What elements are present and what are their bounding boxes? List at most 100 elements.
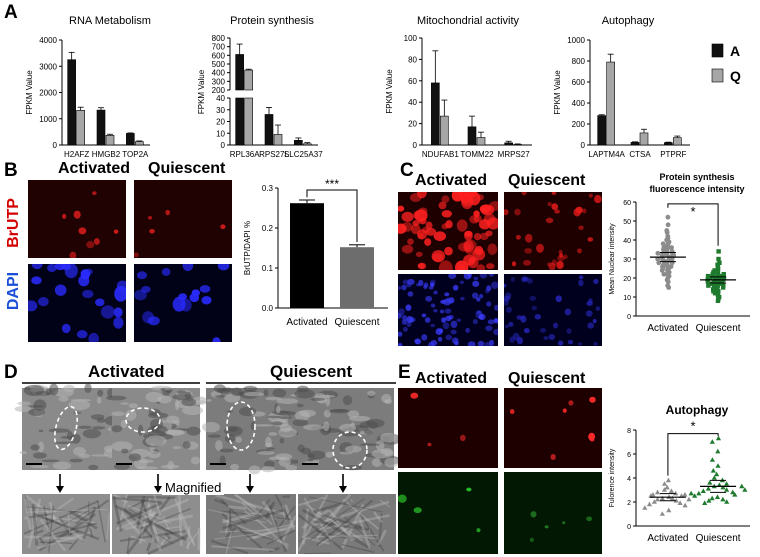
data-point [692, 493, 698, 498]
cell-signal [545, 217, 554, 224]
cell-signal [76, 330, 88, 339]
em-texture [33, 512, 100, 541]
em-texture [267, 415, 282, 419]
y-tick-label: 60 [408, 77, 417, 86]
em-texture [120, 448, 129, 454]
em-texture [39, 541, 73, 545]
em-texture [126, 537, 131, 553]
cell-signal [486, 285, 492, 292]
em-texture [201, 421, 221, 433]
x-tick-label: Quiescent [696, 533, 741, 544]
em-texture [213, 498, 226, 505]
em-texture [278, 506, 296, 528]
em-texture [224, 514, 231, 534]
cell-signal [567, 339, 574, 345]
em-texture [36, 506, 95, 541]
cell-signal [578, 225, 584, 231]
y-tick-label: 400 [572, 99, 586, 108]
em-texture [272, 388, 287, 398]
cell-signal [464, 230, 473, 237]
em-texture [96, 397, 102, 404]
panel-c-activated-header: Activated [415, 172, 488, 189]
em-texture [33, 399, 47, 411]
cell-signal [78, 275, 90, 287]
micrograph-dapi-activated [28, 264, 126, 342]
em-texture [279, 437, 285, 444]
em-texture [244, 510, 251, 516]
cell-signal [557, 255, 565, 262]
cell-signal [438, 260, 453, 270]
y-tick-label: 700 [212, 43, 226, 52]
em-texture [136, 466, 158, 470]
em-texture [285, 464, 298, 471]
em-texture [268, 456, 286, 461]
arrow-down-icon [339, 486, 347, 493]
cell-signal [593, 279, 599, 285]
y-tick-label: 4000 [39, 36, 57, 45]
micrograph-protein-dapi-quiescent [504, 274, 602, 346]
cell-signal [31, 264, 43, 270]
data-point [665, 214, 671, 220]
data-point [668, 488, 675, 493]
em-texture [264, 460, 275, 468]
em-texture [340, 503, 365, 550]
cell-signal [189, 293, 200, 303]
em-texture [58, 396, 69, 402]
cell-signal [448, 274, 457, 279]
data-point [709, 457, 716, 462]
cell-signal [551, 203, 559, 210]
bar [639, 132, 649, 146]
em-texture [298, 496, 325, 507]
x-tick-label: RPS27L [259, 150, 289, 159]
em-texture [330, 519, 356, 541]
cell-signal [472, 292, 479, 299]
cell-signal [578, 275, 584, 280]
em-texture [252, 531, 271, 540]
cell-signal [424, 238, 432, 246]
bar [504, 142, 513, 146]
cell-signal [440, 299, 446, 304]
bar [76, 110, 85, 146]
bar [235, 54, 244, 91]
significance-bracket [667, 203, 719, 246]
significance-label: * [690, 204, 695, 219]
cell-signal [407, 278, 415, 285]
em-texture [222, 510, 294, 521]
cell-signal [487, 243, 498, 255]
em-texture [127, 504, 172, 524]
chart-title: Mitochondrial activity [417, 15, 520, 27]
data-point [742, 487, 748, 492]
bar [67, 59, 76, 146]
x-tick-label: RPL36A [230, 150, 260, 159]
cell-signal [78, 227, 87, 235]
em-texture [124, 409, 137, 421]
cell-signal [113, 307, 123, 318]
y-tick-label: 600 [212, 51, 226, 60]
bar-lower-segment [235, 97, 244, 146]
em-texture [23, 500, 99, 535]
em-texture [253, 424, 274, 427]
cell-signal [86, 241, 95, 249]
bar [290, 203, 324, 308]
cell-signal [410, 224, 421, 235]
em-texture [307, 453, 315, 459]
data-point [666, 507, 672, 513]
em-texture [160, 535, 169, 545]
cell-signal [147, 316, 160, 326]
panel-d-em-images [14, 382, 400, 556]
em-texture [301, 536, 330, 545]
chart-title: RNA Metabolism [69, 15, 151, 27]
panel-b-brutp-row-label: BrUTP [2, 196, 26, 256]
bar [673, 137, 682, 146]
cell-signal [523, 259, 531, 266]
em-texture [114, 504, 187, 542]
cell-signal [520, 315, 527, 323]
cell-signal [113, 316, 124, 329]
cell-signal [559, 253, 564, 258]
bar [303, 143, 312, 146]
bar [606, 61, 615, 146]
y-tick-label: 800 [212, 34, 226, 43]
cell-signal [509, 336, 515, 343]
em-texture [185, 530, 200, 549]
